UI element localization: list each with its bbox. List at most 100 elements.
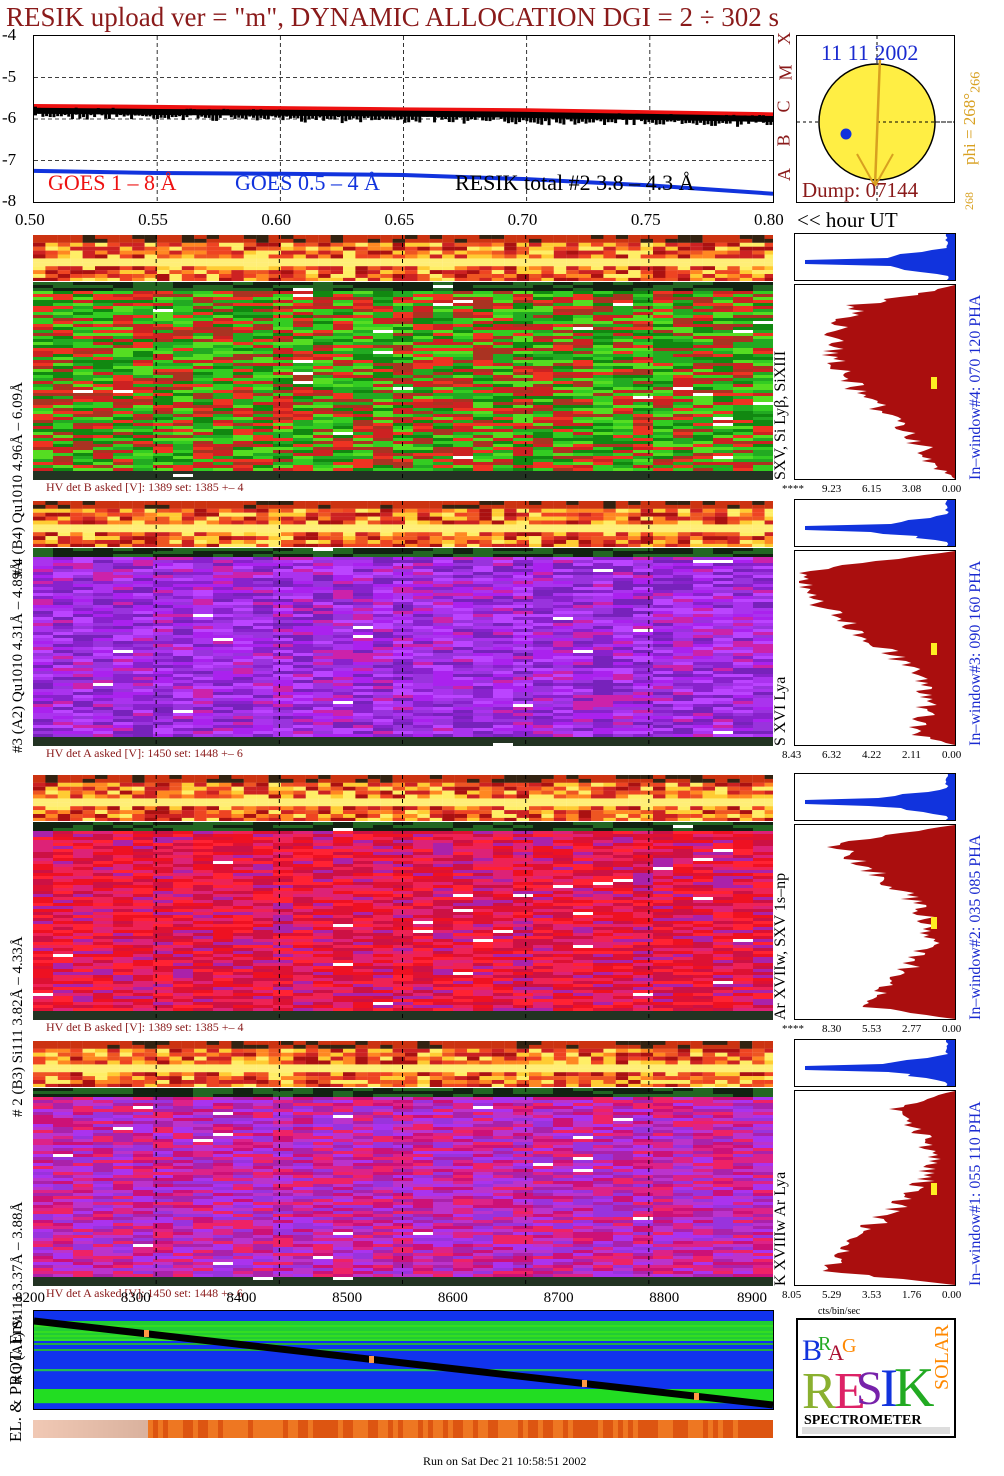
series-noise — [288, 110, 292, 119]
series-noise — [458, 111, 462, 118]
series-noise — [444, 112, 448, 120]
series-line-1 — [34, 168, 773, 196]
series-noise — [680, 116, 684, 124]
logo-text: SPECTROMETER — [804, 1413, 922, 1428]
series-noise — [130, 110, 134, 120]
series-noise — [647, 116, 651, 123]
series-noise — [673, 114, 677, 123]
series-noise — [514, 115, 518, 125]
panel-spectrogram-3 — [33, 1088, 773, 1286]
ytick-1: -5 — [2, 66, 17, 86]
series-noise — [684, 117, 688, 124]
panel-hist-blue-2 — [794, 773, 956, 821]
series-noise — [93, 110, 97, 118]
sun-disk — [797, 36, 954, 202]
series-noise — [525, 114, 529, 122]
env-marker-2 — [582, 1380, 587, 1387]
lightcurve-xlabel: << hour UT — [797, 208, 898, 232]
panel-hv-1: HV det A asked [V]: 1450 set: 1448 +– 6 — [46, 746, 243, 760]
series-noise — [336, 110, 340, 118]
series-noise — [67, 109, 71, 117]
hist-tick-1-0: 8.43 — [782, 749, 802, 761]
series-noise — [240, 112, 244, 119]
series-noise — [263, 110, 267, 119]
hist-tick-0-2: 6.15 — [862, 483, 882, 495]
series-noise — [473, 112, 477, 120]
side-letter-X: X — [774, 32, 794, 45]
series-noise — [74, 107, 78, 115]
hist-tick-3-1: 5.29 — [822, 1289, 842, 1301]
legend-goes-1-8: GOES 1 – 8 Å — [48, 170, 177, 195]
series-noise — [281, 112, 285, 121]
series-noise — [558, 115, 562, 124]
panel-label-1: #3 (A2) Qu1010 4.31Å – 4.89Å — [10, 560, 26, 753]
series-line-0 — [34, 104, 773, 118]
series-noise — [322, 113, 326, 121]
panel-strip-3 — [33, 1041, 773, 1087]
panel-label-2: # 2 (B3) Si111 3.82Å – 4.33Å — [10, 936, 26, 1117]
series-noise — [34, 106, 37, 116]
series-noise — [436, 111, 440, 118]
series-noise — [610, 116, 614, 123]
series-noise — [355, 112, 359, 120]
series-noise — [222, 108, 226, 115]
series-noise — [211, 112, 215, 121]
panel-hv-2: HV det B asked [V]: 1389 set: 1385 +– 4 — [46, 1020, 244, 1034]
series-noise — [628, 114, 632, 120]
series-noise — [314, 113, 318, 120]
series-noise — [233, 111, 237, 119]
legend-resik-total: RESIK total #2 3.8 – 4.3 Å — [455, 170, 695, 195]
xtick-5: 0.75 — [630, 210, 661, 229]
series-noise — [754, 116, 758, 123]
series-noise — [255, 111, 259, 121]
series-noise — [362, 112, 366, 119]
panel-spectrogram-1 — [33, 548, 773, 746]
lightcurve-plot — [34, 36, 773, 202]
panel-hist-blue-1 — [794, 499, 956, 547]
series-noise — [351, 112, 355, 119]
page-title: RESIK upload ver = "m", DYNAMIC ALLOCATI… — [6, 2, 780, 32]
series-noise — [407, 114, 411, 123]
series-noise — [396, 113, 400, 121]
hist-tick-2-3: 2.77 — [902, 1023, 922, 1035]
panel-window-0: In–window#4: 070 120 PHA — [967, 294, 984, 480]
series-noise — [248, 109, 252, 117]
series-noise — [418, 113, 422, 123]
series-noise — [495, 111, 499, 117]
hist-tick-1-3: 2.11 — [902, 749, 921, 761]
series-noise — [70, 110, 74, 120]
series-noise — [591, 115, 595, 123]
panel-hist-blue-3 — [794, 1039, 956, 1087]
panel-strip-1 — [33, 501, 773, 547]
series-noise — [743, 115, 747, 121]
xtick-4: 0.70 — [507, 210, 538, 229]
series-noise — [96, 108, 100, 115]
series-noise — [122, 111, 126, 117]
series-noise — [717, 117, 721, 124]
series-noise — [52, 109, 56, 118]
series-noise — [215, 112, 219, 121]
series-noise — [536, 115, 540, 124]
series-noise — [366, 112, 370, 118]
series-noise — [311, 110, 315, 119]
env-marker-3 — [694, 1393, 699, 1400]
side-letter-C: C — [773, 100, 794, 113]
series-noise — [580, 114, 584, 122]
series-noise — [425, 111, 429, 117]
env-xtick-5: 8700 — [543, 1290, 574, 1306]
series-noise — [588, 116, 592, 123]
series-noise — [710, 117, 714, 126]
series-noise — [573, 116, 577, 125]
series-noise — [758, 115, 762, 121]
series-noise — [89, 108, 93, 116]
series-noise — [373, 112, 377, 120]
series-noise — [170, 111, 174, 118]
series-noise — [440, 112, 444, 120]
env-xtick-2: 8400 — [226, 1290, 257, 1306]
phi-label: phi = 268°266 — [960, 71, 984, 165]
ytick-0: -4 — [2, 25, 17, 44]
series-noise — [82, 109, 86, 118]
series-noise — [37, 107, 41, 114]
panel-window-2: In–window#2: 035 085 PHA — [967, 834, 984, 1020]
series-noise — [392, 111, 396, 118]
